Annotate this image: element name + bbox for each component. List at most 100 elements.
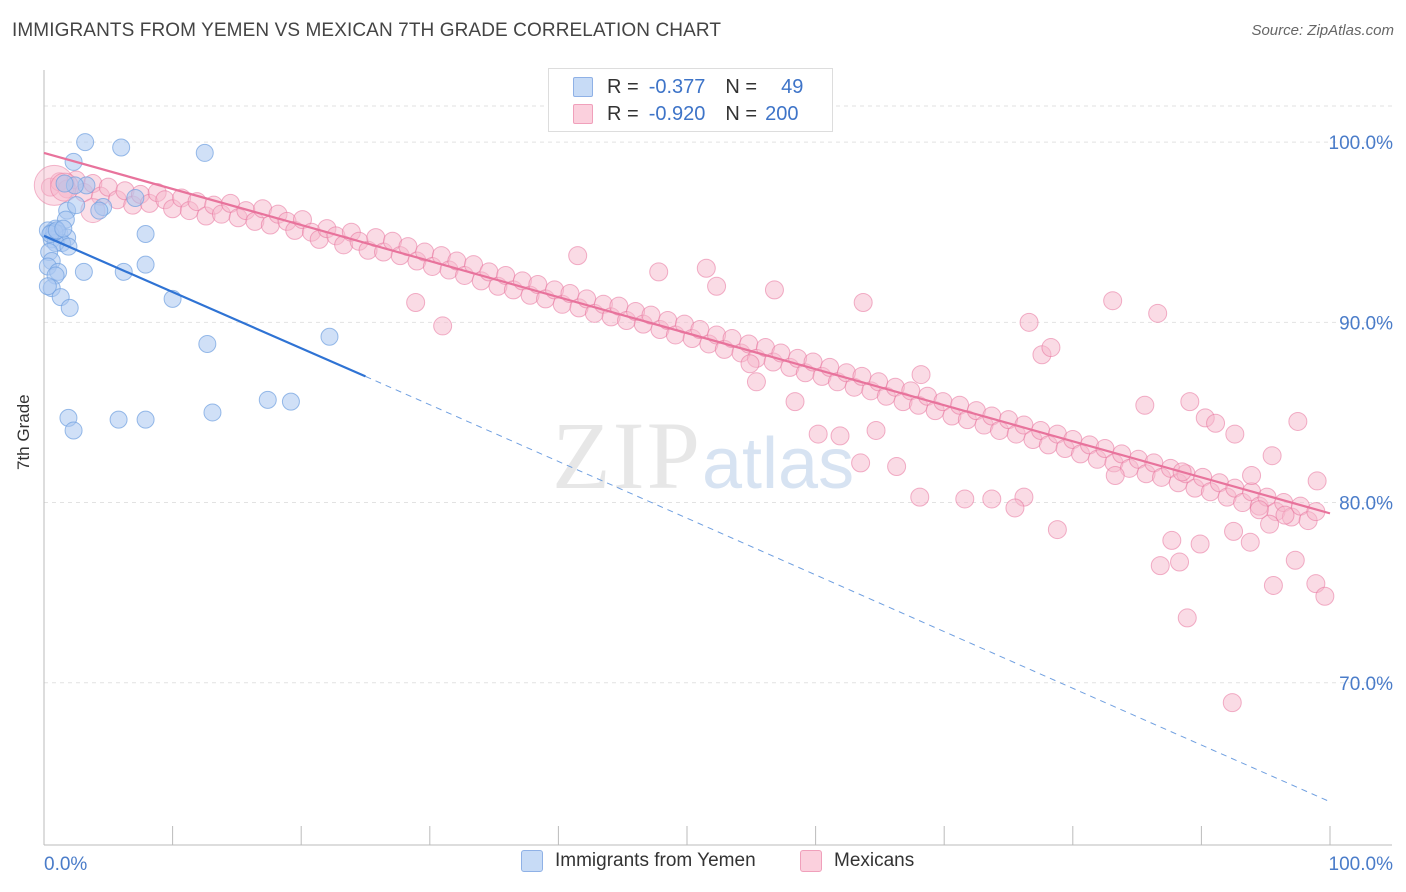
mexicans-point [1019, 312, 1039, 332]
mexicans-point [746, 372, 766, 392]
mexicans-point [1224, 521, 1244, 541]
yemen-point [54, 219, 73, 238]
yemen-point [258, 390, 277, 409]
mexicans-point [1285, 550, 1305, 570]
yemen-point [281, 392, 300, 411]
stats-legend-swatch-yemen [573, 77, 593, 97]
y-tick-label: 100.0% [1329, 133, 1394, 154]
mexicans-point [1249, 500, 1269, 520]
y-axis-title-text: 7th Grade [14, 394, 33, 470]
mexicans-point [1242, 466, 1262, 486]
mexicans-point [853, 293, 873, 312]
mexicans-point [911, 365, 931, 385]
mexicans-point [808, 424, 828, 444]
mexicans-point [1180, 392, 1200, 412]
stats-legend-row-mexicans: R = -0.920 N = 200 [573, 101, 798, 127]
yemen-point [60, 298, 79, 317]
mexicans-point [1288, 411, 1308, 431]
yemen-point [198, 334, 217, 353]
y-axis-title: 7th Grade [14, 394, 34, 470]
mexicans-point [1263, 575, 1283, 595]
mexicans-point [1148, 303, 1168, 323]
mexicans-point [1260, 514, 1280, 534]
mexicans-point [406, 293, 426, 312]
mexicans-point [785, 392, 805, 412]
series-mexicans-points [33, 164, 1335, 713]
series-yemen-points [38, 133, 339, 440]
mexicans-point [830, 426, 850, 446]
stats-legend-swatch-mexicans [573, 104, 593, 124]
series-legend: Immigrants from Yemen Mexicans [0, 850, 1406, 880]
mexicans-point [1103, 291, 1123, 311]
mexicans-point [866, 420, 886, 440]
yemen-point [320, 327, 339, 346]
stats-n-value-mexicans: 200 [765, 102, 799, 125]
yemen-point [38, 277, 57, 296]
mexicans-point [955, 489, 975, 509]
legend-item-mexicans[interactable]: Mexicans [800, 850, 914, 872]
watermark: ZIPatlas [552, 400, 854, 511]
stats-n-value-yemen: 49 [781, 75, 804, 98]
mexicans-point [1206, 413, 1226, 433]
mexicans-point [1105, 466, 1125, 486]
mexicans-point [1005, 498, 1025, 518]
mexicans-point [1240, 532, 1260, 552]
legend-item-yemen[interactable]: Immigrants from Yemen [521, 850, 756, 872]
mexicans-trend-line [43, 151, 1331, 515]
yemen-point [76, 133, 95, 152]
stats-r-label-mexicans: R = [607, 102, 639, 125]
mexicans-point [1275, 505, 1295, 525]
stats-legend-row-yemen: R = -0.377 N = 49 [573, 74, 803, 100]
trend-lines [43, 151, 1331, 803]
mexicans-point [1162, 530, 1182, 550]
legend-label-mexicans: Mexicans [834, 850, 915, 871]
axes [43, 70, 1392, 846]
yemen-point [195, 143, 214, 162]
mexicans-point [1135, 395, 1155, 415]
mexicans-point [568, 246, 588, 266]
yemen-trend-line [43, 234, 366, 378]
stats-n-label-mexicans: N = [725, 102, 758, 125]
yemen-point [64, 421, 83, 440]
x-tick-label-start: 0.0% [44, 854, 87, 875]
yemen-point [55, 174, 74, 193]
mexicans-point [1177, 608, 1197, 628]
yemen-point [136, 255, 155, 274]
mexicans-point [1041, 338, 1061, 358]
stats-n-label-yemen: N = [725, 75, 758, 98]
mexicans-point [740, 354, 760, 374]
mexicans-point [1307, 471, 1327, 491]
chart-source: Source: ZipAtlas.com [1251, 22, 1394, 39]
stats-r-value-yemen: -0.377 [648, 75, 706, 98]
mexicans-point [1150, 556, 1170, 576]
mexicans-point [887, 457, 907, 477]
yemen-point [67, 196, 86, 215]
mexicans-point [696, 258, 716, 278]
stats-legend: R = -0.377 N = 49 R = -0.920 N = 200 [548, 68, 833, 132]
mexicans-point [982, 489, 1002, 509]
mexicans-point [707, 276, 727, 296]
yemen-point [112, 138, 131, 157]
x-tick-label-end: 100.0% [1329, 854, 1394, 875]
y-tick-label: 90.0% [1339, 313, 1393, 334]
legend-label-yemen: Immigrants from Yemen [555, 850, 756, 871]
yemen-point [109, 410, 128, 429]
watermark-zip: ZIP [552, 402, 702, 509]
mexicans-point [649, 262, 669, 282]
mexicans-point [1170, 552, 1190, 572]
mexicans-point [433, 316, 453, 336]
mexicans-point [1190, 534, 1210, 554]
mexicans-point [764, 280, 784, 300]
yemen-point [74, 262, 93, 281]
mexicans-point [1315, 586, 1335, 606]
mexicans-point [1047, 520, 1067, 540]
yemen-point [203, 403, 222, 422]
mexicans-point [1262, 446, 1282, 466]
y-tick-label: 80.0% [1339, 494, 1393, 515]
chart-title: IMMIGRANTS FROM YEMEN VS MEXICAN 7TH GRA… [12, 20, 722, 41]
tick-labels: 70.0% 80.0% 90.0% 100.0% 0.0% 100.0% [44, 133, 1393, 875]
stats-r-value-mexicans: -0.920 [648, 102, 706, 125]
yemen-point [136, 225, 155, 244]
y-tick-label: 70.0% [1339, 674, 1393, 695]
